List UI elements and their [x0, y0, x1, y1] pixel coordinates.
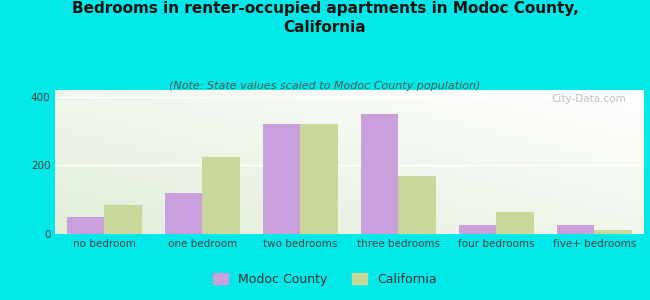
Bar: [104, 205, 142, 234]
Bar: [67, 217, 104, 234]
Bar: [202, 157, 240, 234]
Bar: [595, 230, 632, 234]
Bar: [497, 212, 534, 234]
Bar: [361, 114, 398, 234]
Bar: [398, 176, 436, 234]
Bar: [300, 124, 337, 234]
Text: City-Data.com: City-Data.com: [551, 94, 626, 104]
Legend: Modoc County, California: Modoc County, California: [208, 268, 442, 291]
Bar: [263, 124, 300, 234]
Bar: [557, 225, 595, 234]
Bar: [459, 225, 497, 234]
Text: Bedrooms in renter-occupied apartments in Modoc County,
California: Bedrooms in renter-occupied apartments i…: [72, 2, 578, 35]
Bar: [165, 193, 202, 234]
Text: (Note: State values scaled to Modoc County population): (Note: State values scaled to Modoc Coun…: [169, 81, 481, 91]
